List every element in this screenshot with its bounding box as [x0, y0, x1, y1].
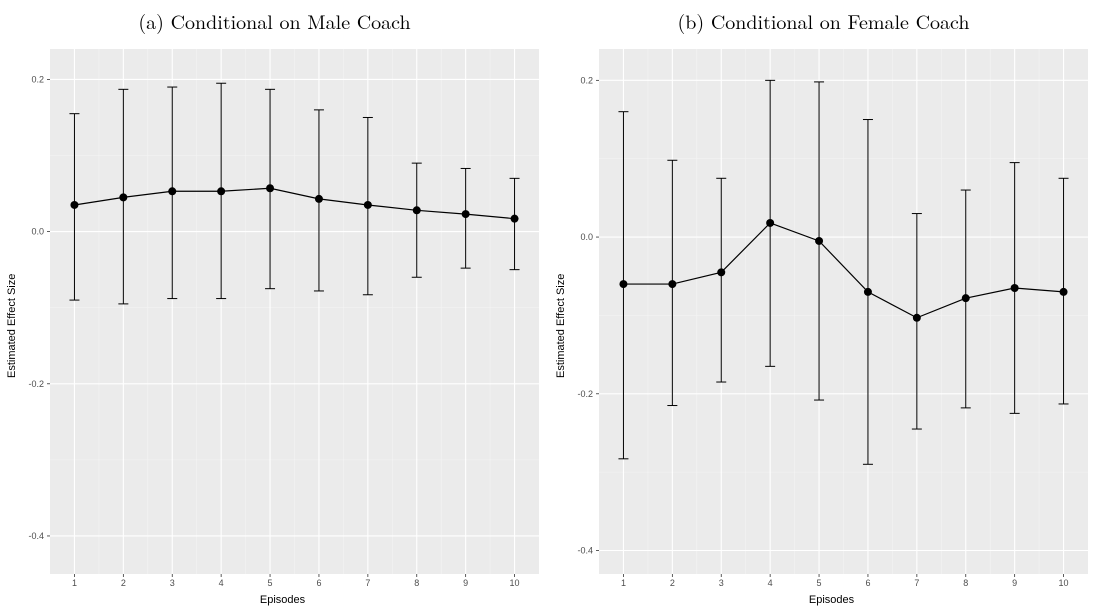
- data-point: [619, 280, 627, 288]
- panel-a-xlabel: Episodes: [20, 592, 545, 606]
- data-point: [266, 184, 274, 192]
- data-point: [668, 280, 676, 288]
- xtick-label: 5: [817, 578, 822, 588]
- chart-svg: -0.4 -0.2 0.0 0.2 1 2 3 4 5 6 7 8 9 10: [20, 45, 545, 592]
- data-point: [717, 268, 725, 276]
- ytick-label: 0.2: [580, 75, 593, 85]
- data-point: [1060, 288, 1068, 296]
- panel-b-ylabel: Estimated Effect Size: [553, 45, 569, 606]
- ytick-label: -0.4: [28, 531, 44, 541]
- xtick-label: 8: [414, 578, 419, 588]
- panel-a-ylabel: Estimated Effect Size: [4, 45, 20, 606]
- xtick-label: 1: [621, 578, 626, 588]
- xtick-label: 7: [365, 578, 370, 588]
- data-point: [1011, 284, 1019, 292]
- xtick-label: 3: [719, 578, 724, 588]
- panel-a-title: (a) Conditional on Male Coach: [4, 0, 545, 45]
- data-point: [864, 288, 872, 296]
- ytick-label: -0.2: [577, 389, 593, 399]
- panel-b: (b) Conditional on Female Coach Estimate…: [549, 0, 1098, 606]
- data-point: [364, 201, 372, 209]
- data-point: [119, 193, 127, 201]
- panel-a-chart: Estimated Effect Size -0.4 -0.2 0.0 0.2 1 2 3 4…: [4, 45, 545, 606]
- ytick-label: 0.2: [31, 74, 44, 84]
- xtick-label: 4: [768, 578, 773, 588]
- xtick-label: 10: [1059, 578, 1069, 588]
- figure: (a) Conditional on Male Coach Estimated …: [0, 0, 1098, 606]
- xtick-label: 6: [865, 578, 870, 588]
- xtick-label: 8: [963, 578, 968, 588]
- xtick-label: 7: [914, 578, 919, 588]
- data-point: [70, 201, 78, 209]
- xtick-label: 4: [219, 578, 224, 588]
- ytick-label: 0.0: [31, 227, 44, 237]
- xtick-label: 9: [1012, 578, 1017, 588]
- ytick-label: -0.4: [577, 545, 593, 555]
- data-point: [217, 187, 225, 195]
- data-point: [913, 314, 921, 322]
- xtick-label: 2: [121, 578, 126, 588]
- ytick-label: 0.0: [580, 232, 593, 242]
- panel-b-chart: Estimated Effect Size -0.4 -0.2 0.0 0.2 1 2 3 4…: [553, 45, 1094, 606]
- panel-a-plot: -0.4 -0.2 0.0 0.2 1 2 3 4 5 6 7 8 9 10: [20, 45, 545, 592]
- xtick-label: 9: [463, 578, 468, 588]
- ytick-label: -0.2: [28, 379, 44, 389]
- data-point: [315, 195, 323, 203]
- chart-svg: -0.4 -0.2 0.0 0.2 1 2 3 4 5 6 7 8 9 10: [569, 45, 1094, 592]
- panel-b-plot: -0.4 -0.2 0.0 0.2 1 2 3 4 5 6 7 8 9 10: [569, 45, 1094, 592]
- data-point: [462, 210, 470, 218]
- xtick-label: 6: [316, 578, 321, 588]
- panel-b-xlabel: Episodes: [569, 592, 1094, 606]
- xtick-label: 10: [510, 578, 520, 588]
- data-point: [413, 206, 421, 214]
- data-point: [815, 237, 823, 245]
- xtick-label: 1: [72, 578, 77, 588]
- xtick-label: 3: [170, 578, 175, 588]
- panel-b-title: (b) Conditional on Female Coach: [553, 0, 1094, 45]
- panel-a: (a) Conditional on Male Coach Estimated …: [0, 0, 549, 606]
- data-point: [766, 219, 774, 227]
- data-point: [168, 187, 176, 195]
- xtick-label: 2: [670, 578, 675, 588]
- data-point: [962, 294, 970, 302]
- xtick-label: 5: [268, 578, 273, 588]
- data-point: [511, 215, 519, 223]
